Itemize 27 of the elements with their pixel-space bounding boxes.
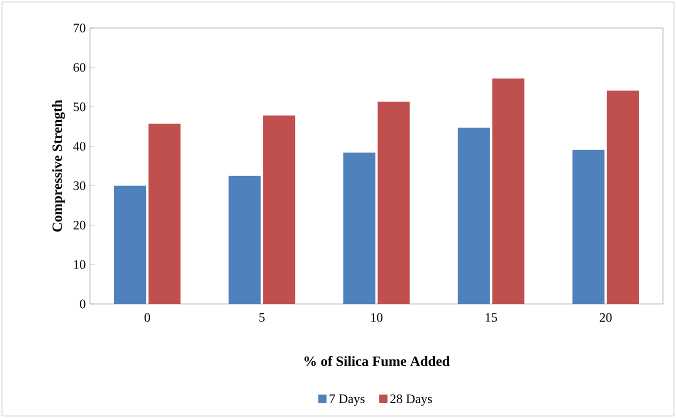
x-tick-label: 5 (259, 313, 265, 322)
y-tick-label: 20 (74, 220, 86, 230)
x-tick-label: 20 (600, 313, 612, 322)
y-tick-label: 10 (74, 260, 86, 269)
x-tick-label: 10 (371, 313, 382, 322)
y-axis-title: Compressive Strength (52, 100, 65, 232)
y-tick-label: 30 (74, 181, 86, 190)
bar (572, 150, 605, 304)
bar (492, 78, 524, 304)
bar (114, 186, 146, 304)
bar (263, 116, 296, 304)
bar (458, 128, 490, 304)
legend-label: 7 Days (330, 394, 365, 406)
bar (343, 152, 376, 304)
y-tick-label: 40 (73, 142, 86, 151)
x-tick-label: 0 (144, 313, 150, 322)
bar (606, 90, 639, 304)
y-tick-label: 0 (80, 300, 86, 308)
legend-label: 28 Days (390, 394, 432, 406)
bar (148, 124, 181, 304)
bar (228, 176, 261, 304)
y-tick-label: 70 (74, 24, 86, 32)
y-tick-label: 50 (74, 102, 86, 112)
x-tick-label: 15 (486, 313, 498, 322)
bar (378, 102, 410, 304)
x-axis-title: % of Silica Fume Added (304, 356, 450, 366)
y-tick-label: 60 (74, 63, 86, 72)
